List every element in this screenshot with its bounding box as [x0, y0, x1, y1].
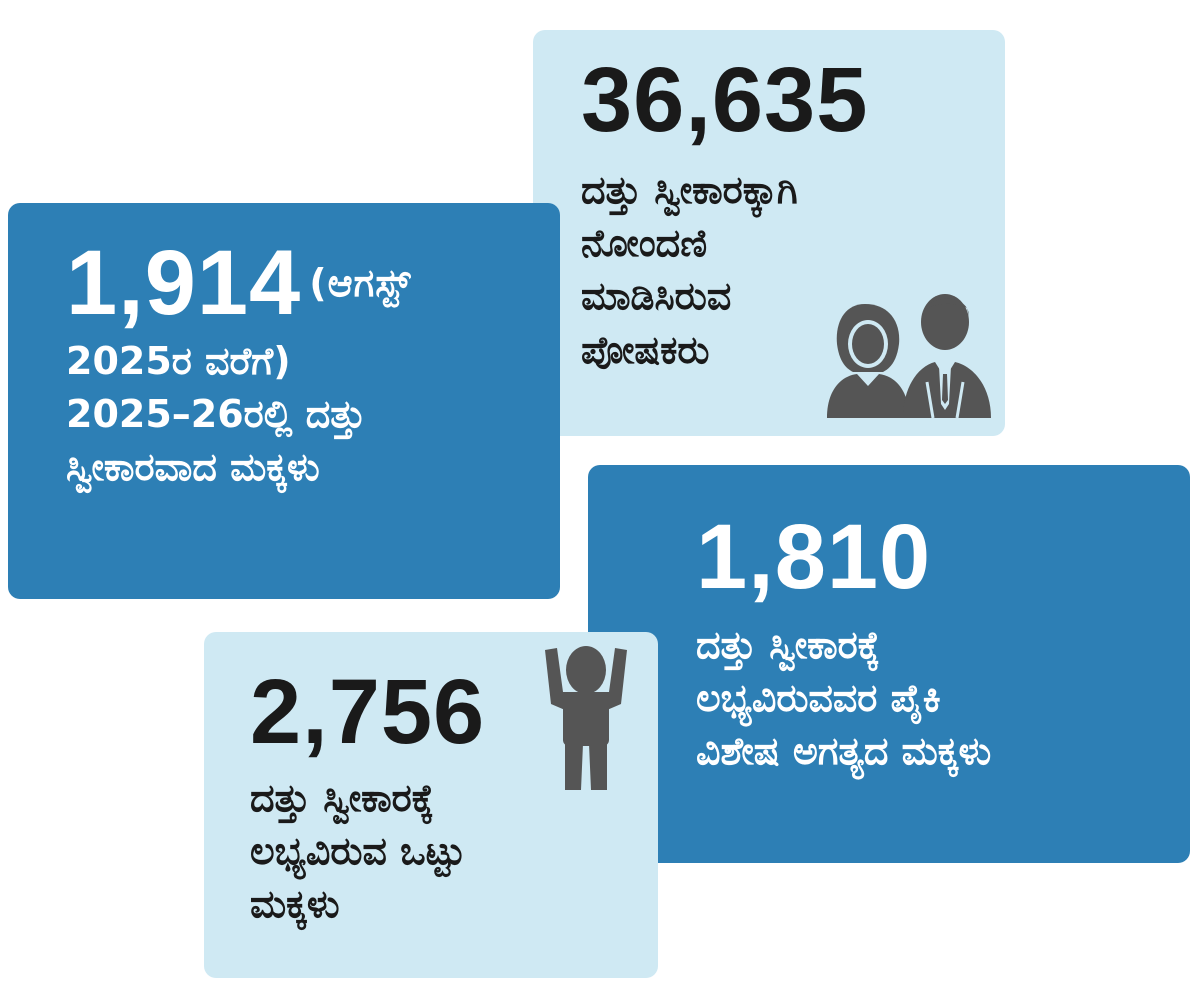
caption-line: 2025ರ ವರೆಗೆ): [66, 339, 291, 383]
stat-number-registered: 36,635: [581, 49, 869, 151]
caption-line: ದತ್ತು ಸ್ವೀಕಾರಕ್ಕೆ: [696, 623, 881, 667]
caption-line: ದತ್ತು ಸ್ವೀಕಾರಕ್ಕೆ: [250, 776, 435, 820]
caption-line: ಲಭ್ಯವಿರುವವರ ಪೈಕಿ: [696, 676, 941, 721]
card-special-needs-children: 1,810 ದತ್ತು ಸ್ವೀಕಾರಕ್ಕೆ ಲಭ್ಯವಿರುವವರ ಪೈಕಿ…: [588, 465, 1190, 863]
caption-line: ವಿಶೇಷ ಅಗತ್ಯದ ಮಕ್ಕಳು: [696, 729, 992, 774]
caption-line: ಲಭ್ಯವಿರುವ ಒಟ್ಟು: [250, 829, 466, 874]
caption-line: ದತ್ತು ಸ್ವೀಕಾರಕ್ಕಾಗಿ: [581, 168, 798, 212]
card-total-children: 2,756 ದತ್ತು ಸ್ವೀಕಾರಕ್ಕೆ ಲಭ್ಯವಿರುವ ಒಟ್ಟು …: [204, 632, 658, 978]
caption-line: ಮಕ್ಕಳು: [250, 882, 340, 927]
stat-caption-registered: ದತ್ತು ಸ್ವೀಕಾರಕ್ಕಾಗಿ ನೋಂದಣಿ ಮಾಡಿಸಿರುವ ಪೋಷ…: [581, 164, 1005, 377]
stat-number-special: 1,810: [696, 506, 932, 608]
caption-line: ಪೋಷಕರು: [581, 327, 710, 372]
card-adopted-children: 1,914 (ಆಗಸ್ಟ್ 2025ರ ವರೆಗೆ) 2025–26ರಲ್ಲಿ ದ…: [8, 203, 560, 599]
stat-number-total: 2,756: [250, 661, 486, 763]
stat-caption-special: ದತ್ತು ಸ್ವೀಕಾರಕ್ಕೆ ಲಭ್ಯವಿರುವವರ ಪೈಕಿ ವಿಶೇಷ…: [696, 619, 1190, 779]
stat-caption-total: ದತ್ತು ಸ್ವೀಕಾರಕ್ಕೆ ಲಭ್ಯವಿರುವ ಒಟ್ಟು ಮಕ್ಕಳು: [250, 772, 658, 932]
child-icon: [541, 640, 631, 790]
caption-line: ನೋಂದಣಿ: [581, 221, 708, 266]
stat-note: (ಆಗಸ್ಟ್: [309, 261, 412, 305]
caption-line: 2025–26ರಲ್ಲಿ ದತ್ತು: [66, 392, 366, 437]
stat-value: 1,914: [66, 232, 302, 334]
stat-caption-adopted: 2025ರ ವರೆಗೆ) 2025–26ರಲ್ಲಿ ದತ್ತು ಸ್ವೀಕಾರವ…: [66, 335, 560, 495]
stat-number-adopted: 1,914 (ಆಗಸ್ಟ್: [66, 237, 560, 329]
parents-icon: [823, 286, 999, 419]
card-registered-parents: 36,635 ದತ್ತು ಸ್ವೀಕಾರಕ್ಕಾಗಿ ನೋಂದಣಿ ಮಾಡಿಸಿ…: [533, 30, 1005, 436]
caption-line: ಸ್ವೀಕಾರವಾದ ಮಕ್ಕಳು: [66, 445, 320, 490]
caption-line: ಮಾಡಿಸಿರುವ: [581, 274, 732, 319]
